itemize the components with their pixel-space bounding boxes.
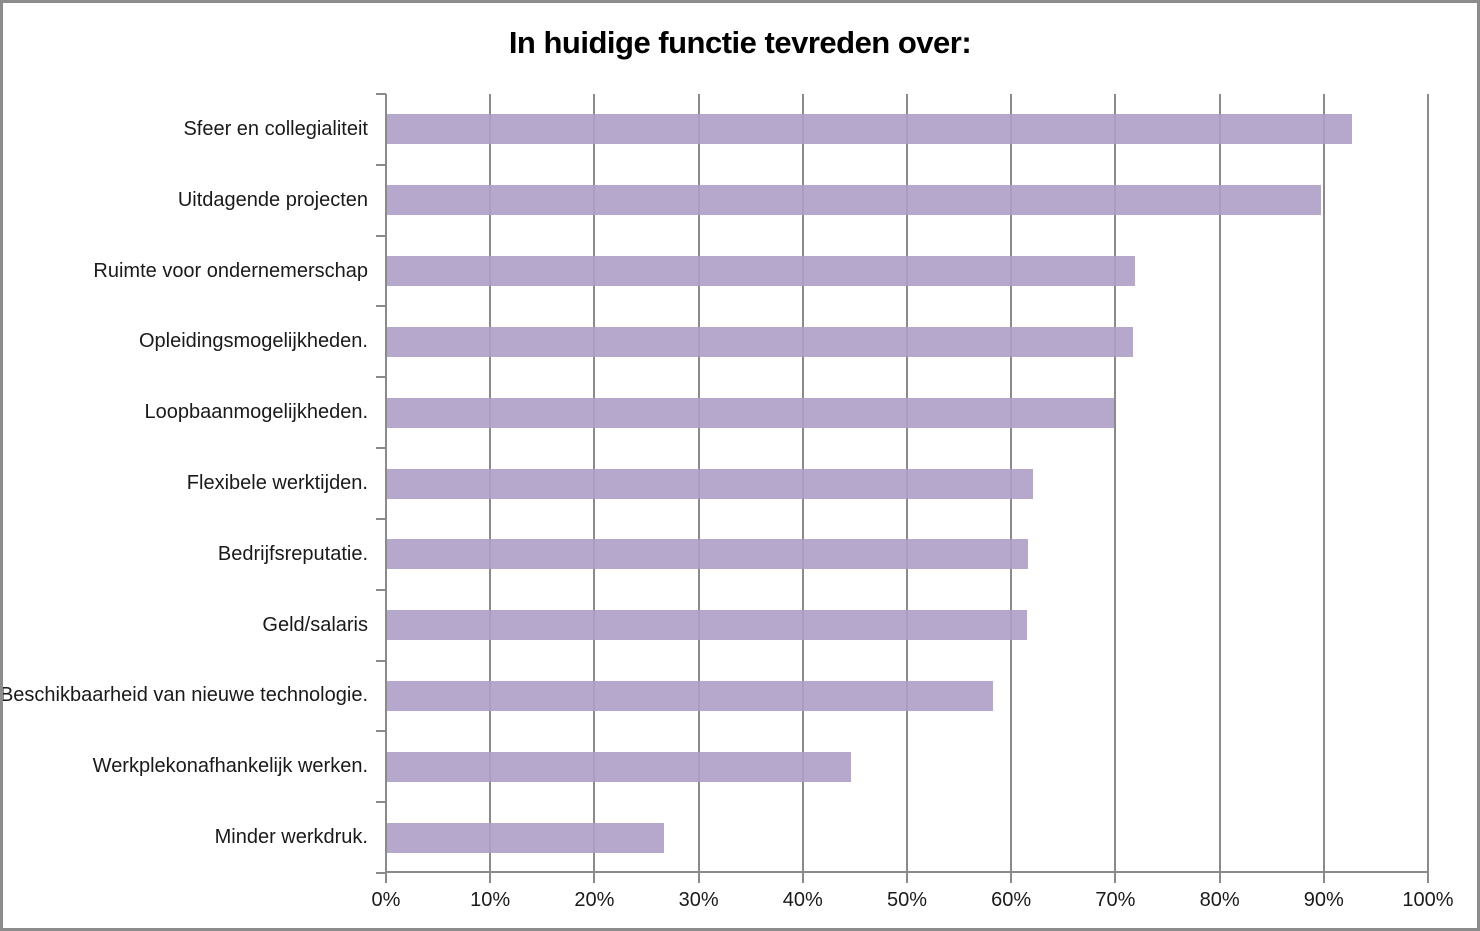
- x-axis-tick-label: 0%: [371, 889, 401, 911]
- x-axis-tick: [906, 872, 908, 883]
- bar: [387, 468, 1034, 499]
- category-label: Opleidingsmogelijkheden.: [138, 330, 368, 353]
- category-label: Werkplekonafhankelijk werken.: [92, 755, 368, 778]
- x-axis-tick: [593, 872, 596, 883]
- x-axis-tick-label: 60%: [991, 889, 1032, 911]
- y-axis-tick: [376, 234, 386, 237]
- x-axis-tick: [1114, 872, 1117, 883]
- x-axis-tick: [697, 872, 700, 883]
- gridline: [1427, 94, 1429, 873]
- y-axis-tick: [376, 872, 386, 874]
- category-label: Bedrijfsreputatie.: [217, 542, 368, 565]
- gridline: [1322, 94, 1325, 873]
- category-label: Sfeer en collegialiteit: [183, 117, 368, 140]
- plot-area: [376, 93, 1429, 883]
- y-axis-tick: [376, 659, 386, 662]
- x-axis-tick-label: 50%: [886, 889, 928, 911]
- x-axis-labels: 0% 10% 20% 30% 40% 50% 60% 70% 80% 90% 100%: [372, 889, 1454, 919]
- x-axis-tick-label: 10%: [470, 889, 511, 911]
- x-axis-tick-label: 20%: [574, 889, 615, 911]
- y-axis-line: [385, 94, 387, 873]
- x-axis-tick: [385, 872, 387, 883]
- category-label: Loopbaanmogelijkheden.: [144, 401, 368, 424]
- x-axis-tick: [1218, 872, 1221, 883]
- x-axis-tick-label: 30%: [678, 889, 719, 911]
- bar: [387, 326, 1134, 357]
- x-axis-tick-label: 100%: [1402, 889, 1454, 911]
- bar: [387, 680, 994, 711]
- x-axis-tick: [801, 872, 804, 883]
- category-label: Geld/salaris: [262, 613, 368, 636]
- y-axis-tick: [376, 163, 386, 166]
- bar: [387, 539, 1028, 570]
- y-axis-tick: [376, 93, 386, 95]
- category-label: Minder werkdruk.: [214, 826, 368, 849]
- bar: [387, 114, 1352, 145]
- category-label: Uitdagende projecten: [177, 188, 368, 211]
- bar: [387, 822, 665, 853]
- y-axis-tick: [376, 517, 386, 520]
- y-axis-tick: [376, 730, 386, 733]
- bar: [387, 256, 1136, 287]
- bar: [387, 185, 1321, 216]
- y-axis-tick: [376, 376, 386, 379]
- y-axis-tick: [376, 305, 386, 308]
- y-axis-tick: [376, 801, 386, 804]
- x-axis-tick-label: 80%: [1199, 889, 1240, 911]
- bar: [387, 397, 1115, 428]
- gridline: [1114, 94, 1117, 873]
- y-axis-tick: [376, 588, 386, 591]
- gridline: [1218, 94, 1221, 873]
- category-label: Beschikbaarheid van nieuwe technologie.: [0, 684, 368, 707]
- chart-title: In huidige functie tevreden over:: [508, 25, 972, 60]
- category-label: Flexibele werktijden.: [186, 471, 368, 494]
- x-axis-tick: [1010, 872, 1013, 883]
- x-axis-tick-label: 90%: [1303, 889, 1344, 911]
- x-axis-tick-label: 40%: [782, 889, 823, 911]
- y-axis-tick: [376, 447, 386, 450]
- category-labels: Sfeer en collegialiteit Uitdagende projec…: [3, 94, 368, 873]
- bar: [387, 751, 851, 782]
- bar: [387, 610, 1027, 641]
- category-label: Ruimte voor ondernemerschap: [93, 259, 368, 282]
- x-axis-tick: [1322, 872, 1325, 883]
- x-axis-tick: [489, 872, 492, 883]
- x-axis-tick-label: 70%: [1095, 889, 1136, 911]
- x-axis-tick: [1427, 872, 1429, 883]
